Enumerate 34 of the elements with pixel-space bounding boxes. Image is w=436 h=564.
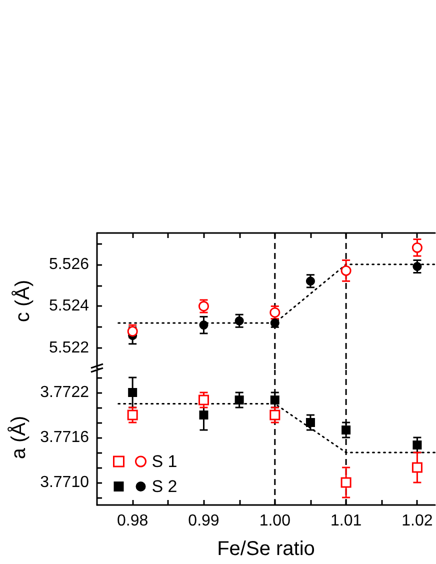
point — [340, 477, 352, 488]
point — [234, 316, 244, 326]
y-axis-title: a (Å) — [7, 416, 30, 460]
point — [234, 396, 244, 404]
point — [127, 410, 138, 420]
y-tick-label: 5.526 — [48, 256, 90, 273]
point — [412, 242, 422, 253]
y-tick-label: 3.7716 — [40, 429, 90, 446]
point — [412, 440, 422, 450]
x-tick-label: 1.02 — [402, 512, 433, 530]
point — [270, 396, 280, 404]
y-tick-label: 3.7722 — [40, 384, 90, 401]
x-axis-title: Fe/Se ratio — [217, 538, 315, 560]
point — [342, 426, 351, 434]
y-tick-label: 5.522 — [48, 340, 90, 357]
point — [412, 462, 422, 473]
point — [199, 320, 208, 330]
x-tick-label: 1.00 — [259, 512, 291, 530]
legend-label: S 2 — [152, 477, 178, 496]
x-tick-label: 0.98 — [117, 512, 148, 530]
point — [306, 418, 315, 427]
point — [198, 394, 209, 406]
point — [412, 262, 422, 271]
y-tick-label: 5.524 — [48, 298, 90, 315]
point — [306, 276, 315, 286]
legend-label: S 1 — [152, 452, 178, 471]
point — [128, 388, 138, 397]
x-tick-label: 0.99 — [188, 512, 220, 530]
point — [199, 410, 208, 420]
point — [340, 265, 352, 276]
y-axis-title: c (Å) — [11, 280, 34, 322]
y-tick-label: 3.7710 — [40, 474, 90, 491]
point — [270, 410, 280, 420]
x-tick-label: 1.01 — [330, 512, 362, 530]
